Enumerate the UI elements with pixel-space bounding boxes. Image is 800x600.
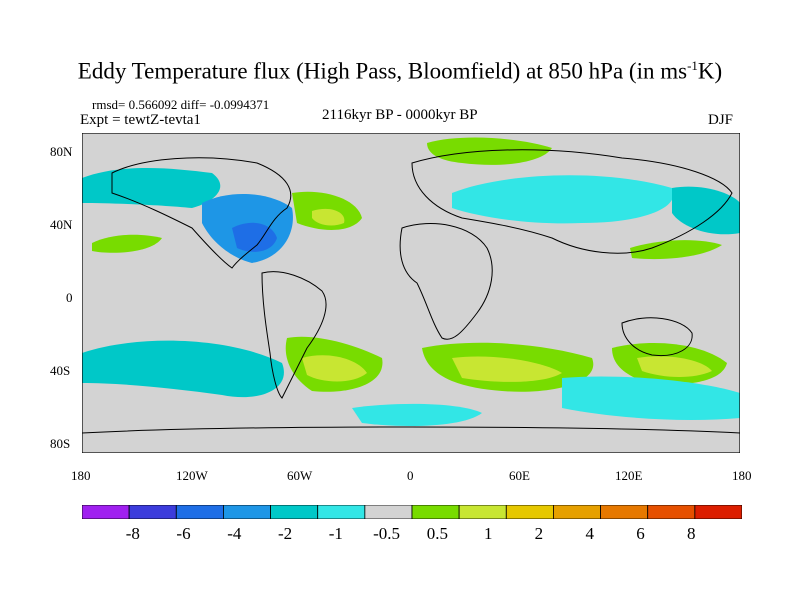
patch (232, 222, 277, 252)
colorbar (82, 505, 742, 519)
lon-label: 0 (407, 468, 414, 483)
lon-label: 180 (71, 468, 91, 483)
colorbar-swatch (364, 505, 413, 519)
africa-outline (399, 223, 493, 340)
patch (562, 376, 740, 420)
colorbar-label: 6 (636, 524, 645, 543)
patch (452, 356, 562, 382)
flux-patches (82, 137, 740, 426)
colorbar-label: -4 (227, 524, 242, 543)
colorbar-label: 1 (483, 524, 493, 543)
patch (427, 137, 552, 165)
colorbar-swatch (128, 505, 177, 519)
stats-text: rmsd= 0.566092 diff= -0.0994371 (92, 97, 270, 112)
plot-title: Eddy Temperature flux (High Pass, Bloomf… (77, 58, 723, 84)
colorbar-swatch (647, 505, 696, 519)
colorbar-swatch (553, 505, 601, 519)
patch (630, 240, 722, 260)
period-label: 2116kyr BP - 0000kyr BP (322, 107, 478, 123)
north-america-outline (111, 157, 292, 269)
patch (302, 355, 367, 382)
patch (92, 234, 162, 253)
antarctica-outline (82, 426, 740, 434)
colorbar-swatch (175, 505, 224, 519)
patch (452, 175, 674, 224)
colorbar-label: -2 (278, 524, 293, 543)
patch (82, 340, 284, 398)
lon-label: 120E (615, 468, 643, 483)
patch (82, 168, 221, 208)
lat-label: 40N (50, 217, 73, 232)
patch (312, 208, 345, 226)
lon-label: 60E (509, 468, 530, 483)
colorbar-swatch (223, 505, 271, 519)
colorbar-swatch (82, 505, 130, 519)
lat-label: 40S (50, 363, 71, 378)
colorbar-label: 0.5 (426, 524, 449, 543)
colorbar-label: 4 (585, 524, 594, 543)
lon-label: 180 (732, 468, 752, 483)
colorbar-label: -6 (176, 524, 191, 543)
eurasia-outline (411, 149, 733, 254)
colorbar-label: -8 (125, 524, 140, 543)
lon-label: 60W (287, 468, 313, 483)
patch (637, 356, 712, 378)
colorbar-swatch (270, 505, 319, 519)
season-label: DJF (708, 112, 734, 128)
colorbar-swatch (600, 505, 649, 519)
colorbar-label: 8 (686, 524, 696, 543)
colorbar-swatch (694, 505, 742, 519)
lat-label: 80N (50, 144, 73, 159)
lat-label: 0 (66, 290, 73, 305)
colorbar-swatch (505, 505, 554, 519)
australia-outline (621, 317, 693, 357)
lon-label: 120W (176, 468, 208, 483)
colorbar-swatch (411, 505, 460, 519)
colorbar-label: -0.5 (373, 524, 401, 543)
colorbar-swatch (317, 505, 366, 519)
patch (672, 186, 740, 235)
south-america-outline (261, 271, 327, 399)
experiment-label: Expt = tewtZ-tevta1 (80, 112, 201, 128)
patch (352, 403, 482, 426)
colorbar-label: -1 (328, 524, 343, 543)
coastlines (82, 149, 740, 434)
colorbar-label: 2 (534, 524, 544, 543)
lat-label: 80S (50, 436, 71, 451)
map-panel (82, 133, 740, 453)
colorbar-swatch (458, 505, 507, 519)
